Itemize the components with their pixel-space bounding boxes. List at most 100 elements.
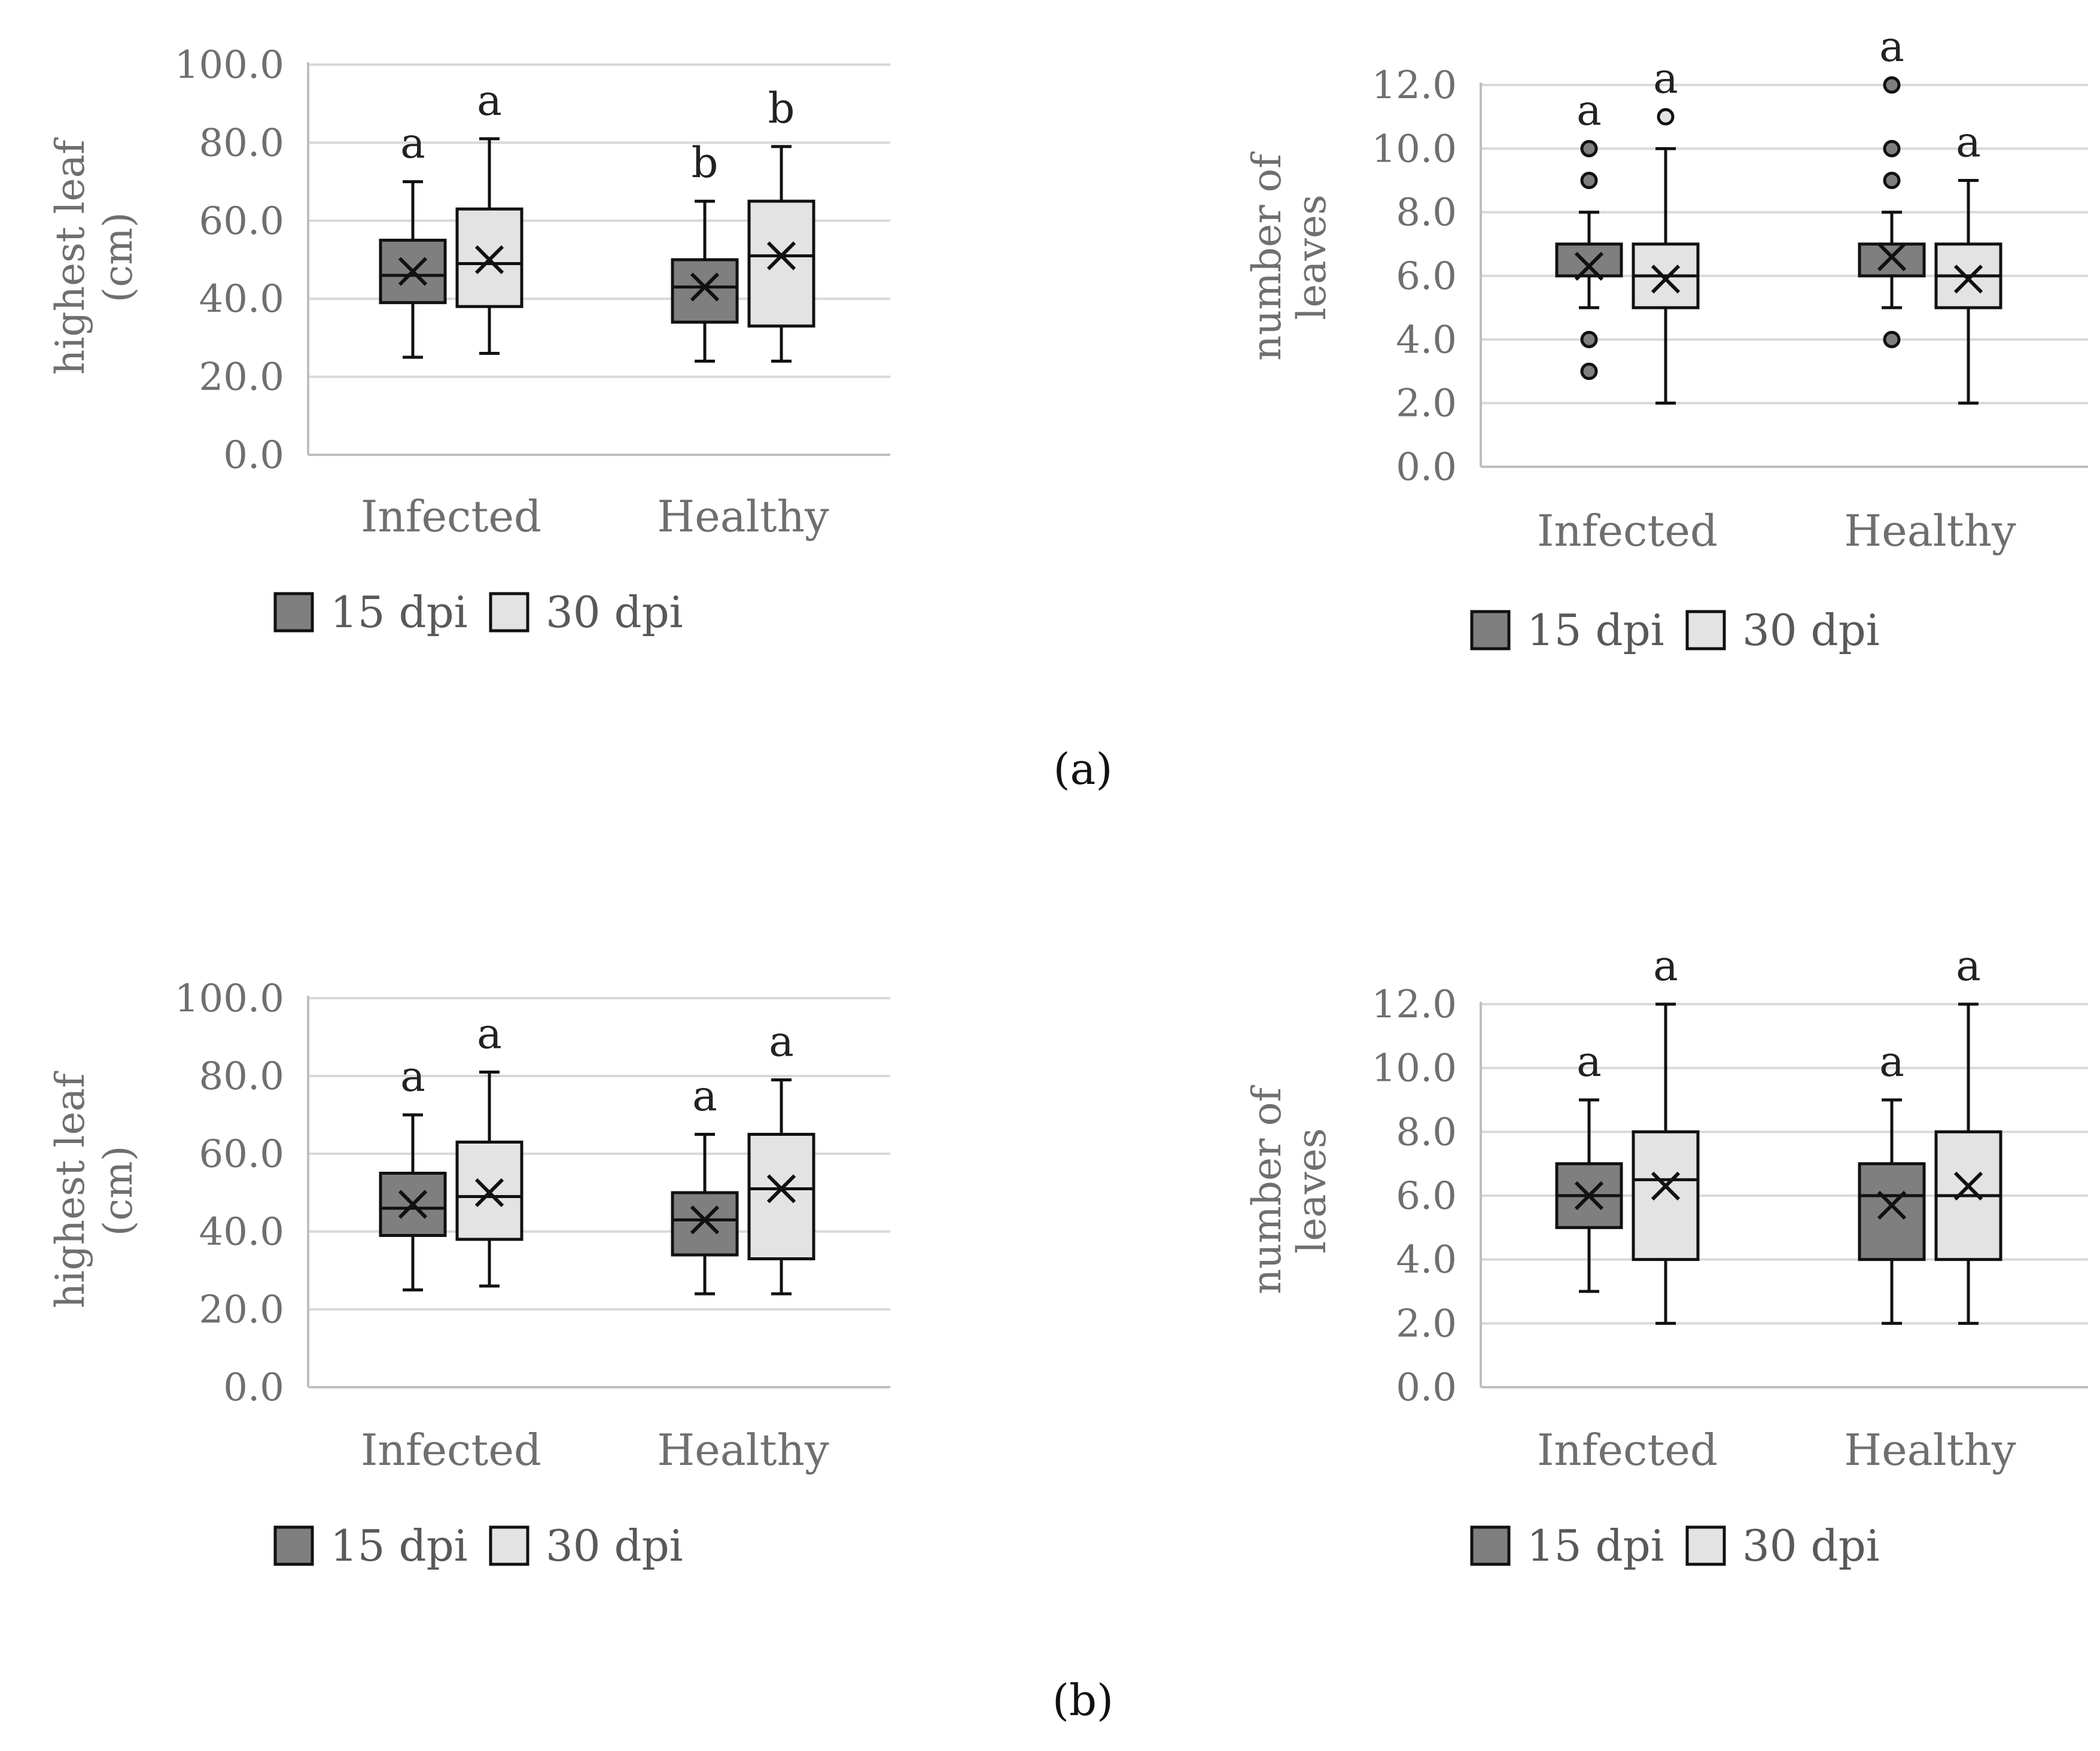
y-axis-label: (cm) [95, 1145, 141, 1236]
significance-label: a [1576, 86, 1602, 135]
legend-swatch-30-dpi [1685, 610, 1726, 650]
significance-label: a [1879, 22, 1904, 71]
y-tick-label: 80.0 [199, 121, 285, 165]
y-axis-label: number of [1244, 1085, 1290, 1294]
significance-label: a [692, 1072, 717, 1121]
significance-label: a [1576, 1037, 1602, 1086]
box-0-1 [671, 258, 739, 324]
mean-marker [474, 245, 504, 275]
mean-marker [1953, 265, 1983, 294]
mean-marker [766, 241, 796, 270]
legend-swatch-30-dpi [1685, 1525, 1726, 1566]
chart-b-left-highest-leaf: 0.0 20.0 40.0 60.0 80.0 100.0 highest leaf (cm)… [47, 977, 890, 1571]
y-tick-label: 2.0 [1396, 1302, 1457, 1346]
legend-swatch-15-dpi [273, 592, 314, 633]
outlier-point [1883, 139, 1901, 157]
mean-marker [1574, 1181, 1604, 1211]
significance-label: a [400, 1052, 425, 1101]
y-tick-label: 2.0 [1396, 382, 1457, 426]
y-tick-label: 6.0 [1396, 1174, 1457, 1218]
chart-a-left-highest-leaf: 0.0 20.0 40.0 60.0 80.0 100.0 highest leaf (cm)… [47, 43, 890, 637]
caption-b: (b) [1052, 1675, 1113, 1725]
box-0-1 [1858, 1162, 1926, 1261]
legend-label-15-dpi: 15 dpi [1527, 1521, 1664, 1571]
legend-swatch-15-dpi [1470, 610, 1511, 650]
significance-label: a [1956, 118, 1981, 167]
outlier-point [1883, 172, 1901, 189]
y-tick-label: 10.0 [1372, 1047, 1457, 1091]
significance-label: b [768, 84, 795, 133]
x-category-label: Healthy [657, 1425, 829, 1475]
y-tick-label: 12.0 [1372, 983, 1457, 1027]
significance-label: b [692, 138, 719, 187]
y-tick-label: 40.0 [199, 277, 285, 321]
y-tick-label: 0.0 [223, 433, 284, 478]
y-tick-label: 100.0 [175, 977, 284, 1021]
y-axis-label: highest leaf [47, 1071, 93, 1308]
significance-label: a [769, 1017, 794, 1066]
y-axis-label: number of [1244, 151, 1290, 361]
y-tick-label: 60.0 [199, 199, 285, 244]
outlier-point [1580, 330, 1598, 348]
legend-label-15-dpi: 15 dpi [1527, 605, 1664, 655]
y-tick-label: 4.0 [1396, 1238, 1457, 1282]
outlier-point [1580, 172, 1598, 189]
y-tick-label: 10.0 [1372, 127, 1457, 171]
x-category-label: Infected [1537, 1425, 1718, 1475]
mean-marker [1651, 265, 1681, 294]
y-tick-label: 8.0 [1396, 1110, 1457, 1154]
legend-swatch-30-dpi [489, 1525, 529, 1566]
legend-label-30-dpi: 30 dpi [1742, 605, 1880, 655]
significance-label: a [1879, 1037, 1904, 1086]
y-tick-label: 60.0 [199, 1132, 285, 1177]
x-category-label: Infected [1537, 506, 1718, 556]
y-tick-label: 8.0 [1396, 191, 1457, 235]
outlier-point [1657, 108, 1675, 126]
x-category-label: Healthy [1844, 1425, 2016, 1475]
y-tick-label: 100.0 [175, 43, 284, 87]
box-1-1 [747, 199, 815, 328]
x-category-label: Infected [361, 1425, 541, 1475]
significance-label: a [1653, 941, 1678, 990]
legend-label-15-dpi: 15 dpi [330, 587, 468, 637]
legend-swatch-15-dpi [1470, 1525, 1511, 1566]
y-tick-label: 20.0 [199, 1288, 285, 1332]
x-category-label: Healthy [657, 491, 829, 542]
significance-label: a [1653, 54, 1678, 103]
y-tick-label: 80.0 [199, 1054, 285, 1099]
y-tick-label: 0.0 [1396, 445, 1457, 490]
significance-label: a [400, 119, 425, 168]
significance-label: a [477, 1010, 502, 1059]
y-tick-label: 40.0 [199, 1210, 285, 1254]
y-axis-label: leaves [1289, 194, 1335, 320]
x-category-label: Infected [361, 491, 541, 542]
box-1-0 [1632, 1130, 1700, 1261]
significance-label: a [477, 76, 502, 125]
significance-label: a [1956, 941, 1981, 990]
y-tick-label: 4.0 [1396, 318, 1457, 362]
legend-label-30-dpi: 30 dpi [546, 587, 683, 637]
mean-marker [1877, 1190, 1907, 1220]
mean-marker [766, 1174, 796, 1203]
box-1-1 [747, 1133, 815, 1260]
mean-marker [1877, 242, 1907, 272]
mean-marker [690, 1205, 720, 1235]
y-tick-label: 0.0 [1396, 1366, 1457, 1410]
legend-label-30-dpi: 30 dpi [1742, 1521, 1880, 1571]
outlier-point [1580, 363, 1598, 380]
outlier-point [1580, 139, 1598, 157]
y-axis-label: highest leaf [47, 137, 93, 375]
mean-marker [1651, 1171, 1681, 1201]
box-0-1 [1858, 242, 1926, 278]
legend-label-30-dpi: 30 dpi [546, 1521, 683, 1571]
box-0-1 [671, 1191, 739, 1257]
y-axis-label: leaves [1289, 1128, 1335, 1254]
y-tick-label: 0.0 [223, 1366, 284, 1410]
mean-marker [1574, 251, 1604, 281]
legend-label-15-dpi: 15 dpi [330, 1521, 468, 1571]
mean-marker [690, 272, 720, 302]
mean-marker [398, 1190, 428, 1219]
legend-swatch-15-dpi [273, 1525, 314, 1566]
